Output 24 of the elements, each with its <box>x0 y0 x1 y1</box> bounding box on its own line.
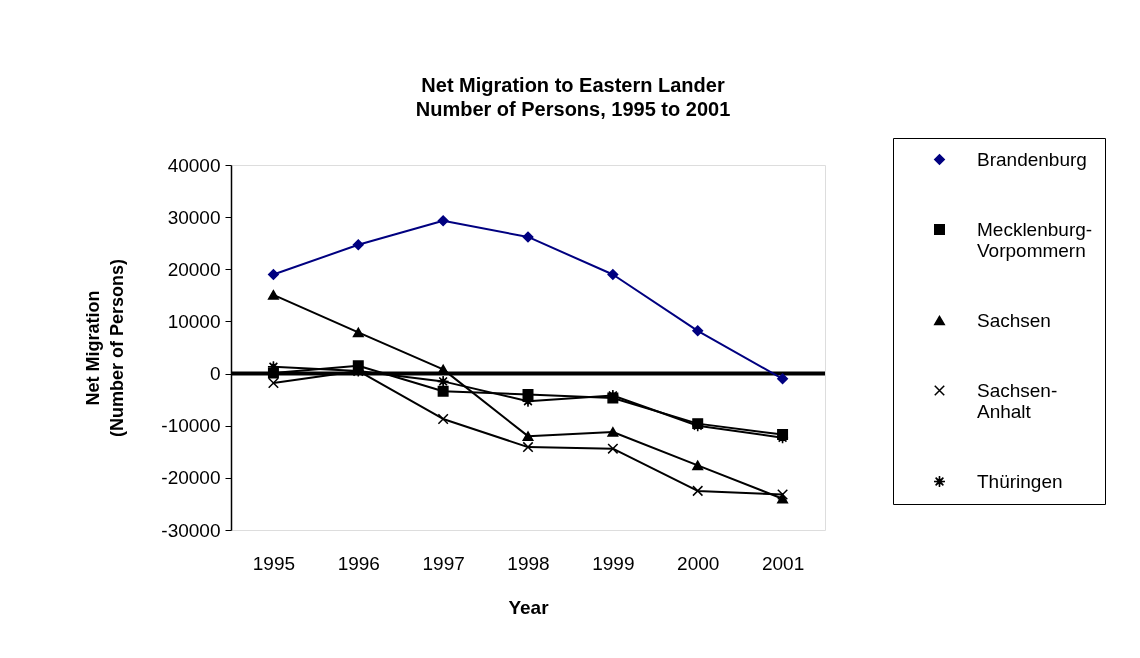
y-tick-label: 10000 <box>167 310 221 332</box>
legend-label: Brandenburg <box>977 148 1087 170</box>
chart-title: Net Migration to Eastern Lander <box>421 73 725 96</box>
y-tick-label: -30000 <box>161 519 221 541</box>
x-tick-label: 2001 <box>761 552 805 574</box>
x-axis-title: Year <box>508 596 550 618</box>
y-tick-label: 0 <box>209 363 221 385</box>
legend-label: Sachsen-Anhalt <box>977 379 1058 422</box>
y-tick-label: 40000 <box>167 154 221 176</box>
legend-label: Thüringen <box>977 470 1063 492</box>
y-tick-label: -20000 <box>161 467 221 489</box>
y-axis-title: Net Migration (Number of Persons) <box>83 258 128 438</box>
x-tick-label: 2000 <box>677 552 720 574</box>
legend-label: Mecklenburg-Vorpommern <box>977 218 1093 261</box>
x-tick-label: 1998 <box>507 552 550 574</box>
y-tick-label: -10000 <box>161 415 221 437</box>
x-tick-label: 1999 <box>592 552 635 574</box>
x-tick-label: 1996 <box>337 552 380 574</box>
x-tick-label: 1997 <box>422 552 465 574</box>
x-tick-label: 1995 <box>252 552 296 574</box>
chart-subtitle: Number of Persons, 1995 to 2001 <box>415 97 731 120</box>
y-tick-label: 30000 <box>167 206 221 228</box>
legend-label: Sachsen <box>977 309 1051 331</box>
y-tick-label: 20000 <box>167 258 221 280</box>
